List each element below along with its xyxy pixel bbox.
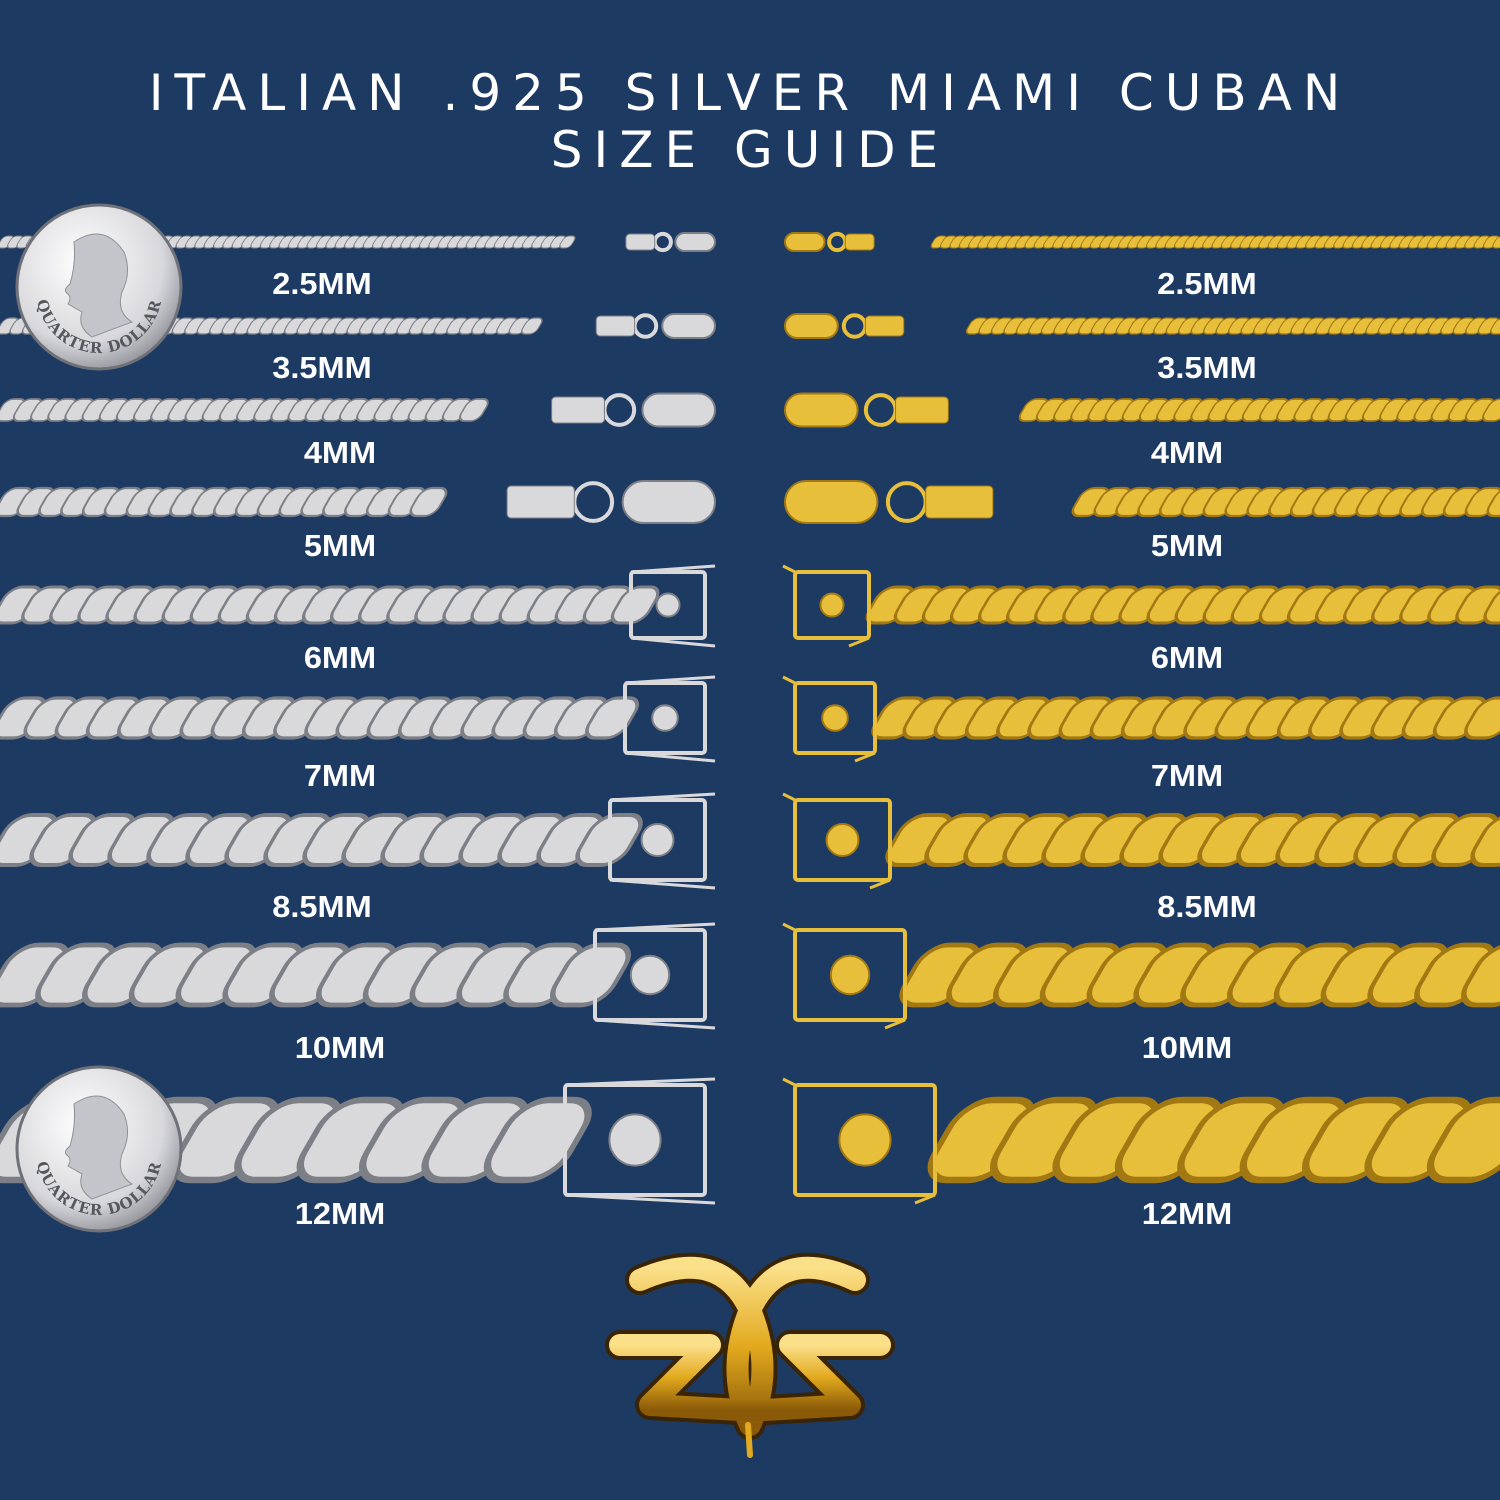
lobster-clasp-icon [595,313,717,339]
page-title: ITALIAN .925 SILVER MIAMI CUBAN [148,64,1352,122]
silver-chain-5mm [0,480,716,524]
chain-link [559,235,576,249]
box-clasp-icon [593,922,716,1030]
gold-size-label: 10MM [1141,1030,1233,1065]
box-clasp-icon [608,792,716,890]
gold-size-label: 6MM [1150,640,1224,675]
box-clasp-icon [782,1077,937,1205]
gold-chain-4mm [784,392,1500,428]
gold-size-label: 4MM [1150,435,1224,470]
box-clasp-icon [782,792,892,890]
silver-size-label: 8.5MM [272,889,372,924]
lobster-clasp-icon [784,231,875,253]
silver-size-label: 10MM [294,1030,386,1065]
silver-size-label: 6MM [303,640,377,675]
chain-link [1482,398,1500,422]
page-subtitle: SIZE GUIDE [550,121,950,179]
chain-link [459,398,489,422]
lobster-clasp-icon [784,313,905,339]
chain-link [1426,1096,1500,1184]
silver-size-label: 7MM [303,758,377,793]
lobster-clasp-icon [784,480,994,524]
silver-size-label: 4MM [303,435,377,470]
gold-size-label: 8.5MM [1157,889,1257,924]
gold-chain-5mm [784,480,1500,524]
gold-chain-3.5mm [784,313,1500,339]
silver-size-label: 5MM [303,528,377,563]
box-clasp-icon [782,675,877,763]
chain-link [1483,585,1500,625]
silver-size-label: 12MM [294,1196,386,1231]
silver-size-label: 3.5MM [272,350,372,385]
quarter-coin-icon: quarter dollar [15,1065,183,1233]
chain-link [550,942,631,1008]
silver-chain-10mm [0,922,716,1030]
gold-size-label: 7MM [1150,758,1224,793]
chain-link [409,486,448,518]
gold-chain-8.5mm [782,792,1500,890]
silver-chain-8.5mm [0,792,716,890]
silver-chain-6mm [0,564,716,648]
box-clasp-icon [782,564,871,648]
box-clasp-icon [782,922,907,1030]
chain-link [1492,235,1500,249]
box-clasp-icon [563,1077,716,1205]
brand-logo-icon [605,1252,895,1458]
lobster-clasp-icon [784,392,949,428]
chain-link [1464,696,1500,740]
lobster-clasp-icon [506,480,716,524]
gold-chain-2.5mm [784,231,1500,253]
chain-link [1486,486,1500,518]
chain-link [1490,317,1500,335]
lobster-clasp-icon [625,231,717,253]
silver-chain-7mm [0,675,716,763]
gold-size-label: 12MM [1141,1196,1233,1231]
box-clasp-icon [623,675,716,763]
chain-link [610,585,660,625]
gold-chain-7mm [782,675,1500,763]
chain-link [1470,813,1500,867]
gold-size-label: 5MM [1150,528,1224,563]
quarter-coin-icon: quarter dollar [15,203,183,371]
gold-chain-10mm [782,922,1500,1030]
box-clasp-icon [629,564,716,648]
lobster-clasp-icon [551,392,717,428]
gold-chain-12mm [782,1077,1500,1205]
silver-chain-4mm [0,392,717,428]
chain-link [1461,942,1500,1008]
silver-size-label: 2.5MM [272,266,372,301]
chain-link [483,1096,592,1184]
gold-size-label: 2.5MM [1157,266,1257,301]
gold-chain-6mm [782,564,1500,648]
chain-link [521,317,543,335]
gold-size-label: 3.5MM [1157,350,1257,385]
